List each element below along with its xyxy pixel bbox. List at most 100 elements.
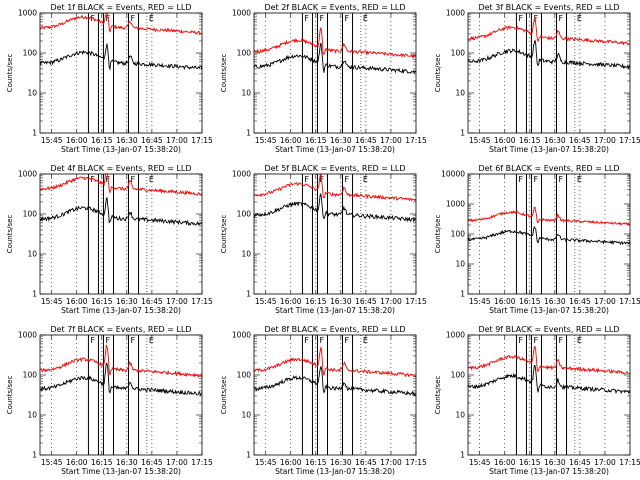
y-tick-label: 1000 bbox=[232, 331, 251, 340]
x-tick-label: 16:30 bbox=[116, 458, 138, 467]
x-tick-label: 16:15 bbox=[519, 297, 541, 306]
event-marker-label: F bbox=[131, 14, 136, 23]
panel-det-6: Det 6f BLACK = Events, RED = LLD Counts/s… bbox=[434, 164, 640, 315]
x-tick-label: 16:30 bbox=[116, 136, 138, 145]
y-tick-label: 1 bbox=[32, 290, 37, 299]
x-tick-label: 15:45 bbox=[41, 297, 63, 306]
plot-frame bbox=[39, 334, 203, 456]
series-lld bbox=[39, 173, 203, 197]
y-axis-label: Counts/sec bbox=[6, 376, 14, 415]
event-marker-label: F bbox=[319, 14, 324, 23]
y-tick-label: 100 bbox=[451, 371, 466, 380]
event-marker-label: F bbox=[345, 175, 350, 184]
x-tick-label: 16:15 bbox=[305, 297, 327, 306]
y-tick-label: 1 bbox=[32, 451, 37, 460]
y-tick-label: 10 bbox=[27, 89, 37, 98]
panel-title: Det 4f BLACK = Events, RED = LLD bbox=[50, 164, 191, 173]
y-tick-label: 1 bbox=[246, 451, 251, 460]
x-tick-label: 16:45 bbox=[355, 297, 377, 306]
y-tick-label: 10000 bbox=[441, 170, 465, 179]
panel-det-3: Det 3f BLACK = Events, RED = LLD Counts/s… bbox=[434, 3, 640, 154]
x-tick-label: 17:00 bbox=[380, 297, 402, 306]
panel-title: Det 3f BLACK = Events, RED = LLD bbox=[478, 3, 619, 12]
x-tick-label: 17:15 bbox=[191, 136, 213, 145]
x-tick-label: 16:00 bbox=[280, 297, 302, 306]
x-tick-label: 15:45 bbox=[469, 297, 491, 306]
panel-det-4: Det 4f BLACK = Events, RED = LLD Counts/s… bbox=[6, 164, 213, 315]
event-marker-label: F bbox=[131, 175, 136, 184]
panel-title: Det 5f BLACK = Events, RED = LLD bbox=[264, 164, 405, 173]
event-marker-label: E bbox=[149, 336, 154, 345]
event-marker-label: E bbox=[363, 175, 368, 184]
event-marker-label: F bbox=[559, 14, 564, 23]
x-tick-label: 15:45 bbox=[41, 136, 63, 145]
x-tick-label: 15:45 bbox=[469, 136, 491, 145]
y-axis-label: Counts/sec bbox=[434, 376, 442, 415]
plot-frame bbox=[467, 173, 631, 295]
event-marker-label: F bbox=[533, 336, 538, 345]
y-axis-label: Counts/sec bbox=[220, 54, 228, 93]
panel-det-7: Det 7f BLACK = Events, RED = LLD Counts/s… bbox=[6, 325, 213, 476]
x-tick-label: 17:15 bbox=[405, 136, 427, 145]
event-marker-label: F bbox=[345, 14, 350, 23]
panel-title: Det 6f BLACK = Events, RED = LLD bbox=[478, 164, 619, 173]
event-marker-label: F bbox=[90, 175, 95, 184]
y-tick-label: 1000 bbox=[446, 200, 465, 209]
plot-frame bbox=[39, 12, 203, 134]
y-axis-label: Counts/sec bbox=[6, 54, 14, 93]
series-events bbox=[467, 225, 631, 246]
panel-det-8: Det 8f BLACK = Events, RED = LLD Counts/s… bbox=[220, 325, 427, 476]
x-tick-label: 16:00 bbox=[280, 458, 302, 467]
event-marker-label: F bbox=[304, 336, 309, 345]
y-tick-label: 1000 bbox=[18, 331, 37, 340]
x-tick-label: 17:00 bbox=[594, 136, 616, 145]
x-axis-label: Start Time (13-Jan-07 15:38:20) bbox=[489, 145, 609, 154]
y-tick-label: 1000 bbox=[446, 9, 465, 18]
y-tick-label: 1 bbox=[246, 129, 251, 138]
x-tick-label: 17:00 bbox=[594, 458, 616, 467]
x-tick-label: 17:15 bbox=[619, 136, 640, 145]
x-tick-label: 15:45 bbox=[41, 458, 63, 467]
x-tick-label: 16:30 bbox=[330, 458, 352, 467]
x-tick-label: 16:15 bbox=[91, 458, 113, 467]
event-marker-label: F bbox=[559, 175, 564, 184]
series-lld bbox=[254, 173, 417, 202]
x-axis-label: Start Time (13-Jan-07 15:38:20) bbox=[275, 467, 395, 476]
x-tick-label: 16:45 bbox=[141, 458, 163, 467]
x-tick-label: 17:15 bbox=[619, 458, 640, 467]
x-axis-label: Start Time (13-Jan-07 15:38:20) bbox=[489, 467, 609, 476]
y-tick-label: 10 bbox=[241, 250, 251, 259]
event-marker-label: E bbox=[149, 14, 154, 23]
event-marker-label: F bbox=[105, 336, 110, 345]
x-tick-label: 17:00 bbox=[380, 458, 402, 467]
y-tick-label: 1000 bbox=[232, 170, 251, 179]
series-events bbox=[467, 40, 631, 70]
panel-title: Det 7f BLACK = Events, RED = LLD bbox=[50, 325, 191, 334]
y-tick-label: 100 bbox=[451, 230, 466, 239]
x-tick-label: 17:15 bbox=[405, 297, 427, 306]
series-events bbox=[253, 42, 417, 74]
x-tick-label: 16:15 bbox=[305, 136, 327, 145]
panel-title: Det 9f BLACK = Events, RED = LLD bbox=[478, 325, 619, 334]
x-tick-label: 17:15 bbox=[191, 458, 213, 467]
series-events bbox=[39, 43, 203, 71]
x-tick-label: 17:15 bbox=[619, 297, 640, 306]
x-tick-label: 17:00 bbox=[166, 136, 188, 145]
x-tick-label: 16:30 bbox=[544, 458, 566, 467]
y-axis-label: Counts/sec bbox=[6, 215, 14, 254]
x-tick-label: 16:30 bbox=[330, 297, 352, 306]
y-tick-label: 1 bbox=[460, 290, 465, 299]
event-marker-label: E bbox=[363, 14, 368, 23]
x-tick-label: 16:45 bbox=[355, 458, 377, 467]
plot-frame bbox=[253, 12, 417, 134]
y-tick-label: 100 bbox=[451, 49, 466, 58]
x-tick-label: 17:15 bbox=[191, 297, 213, 306]
series-lld bbox=[253, 346, 417, 378]
x-tick-label: 16:45 bbox=[569, 136, 591, 145]
y-tick-label: 10 bbox=[241, 411, 251, 420]
x-tick-label: 17:00 bbox=[166, 458, 188, 467]
plot-frame bbox=[467, 12, 631, 134]
series-events bbox=[39, 362, 203, 397]
series-events bbox=[253, 366, 417, 397]
